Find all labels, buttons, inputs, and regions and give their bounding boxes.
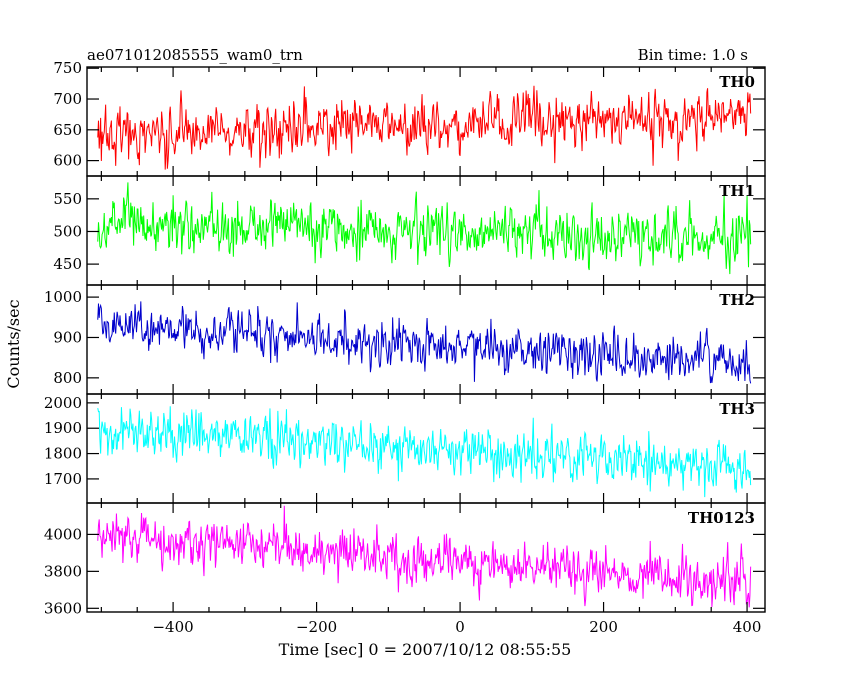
panel-label-th1: TH1	[719, 182, 755, 200]
y-tick-label-th0: 650	[53, 121, 82, 139]
y-tick-label-th0123: 3800	[44, 562, 82, 580]
series-line-th1	[97, 182, 752, 275]
y-tick-label-th3: 1800	[44, 445, 82, 463]
y-tick-label-th0: 750	[53, 59, 82, 77]
y-tick-label-th3: 2000	[44, 394, 82, 412]
x-tick-label: 0	[455, 618, 465, 636]
y-tick-label-th3: 1700	[44, 470, 82, 488]
panel-frame-th3	[86, 393, 766, 504]
y-tick-label-th2: 900	[53, 328, 82, 346]
x-tick-label: 400	[733, 618, 762, 636]
panel-label-th0123: TH0123	[688, 509, 755, 527]
panel-frame-th0123	[86, 502, 766, 613]
y-tick-label-th0: 700	[53, 90, 82, 108]
series-line-th3	[97, 406, 752, 498]
x-tick-label: −400	[152, 618, 193, 636]
y-tick-label-th0123: 3600	[44, 599, 82, 617]
y-axis-label: Counts/sec	[4, 299, 23, 388]
series-line-th0	[97, 85, 752, 170]
series-line-th0123	[97, 505, 752, 608]
y-tick-label-th1: 500	[53, 222, 82, 240]
y-tick-label-th2: 800	[53, 369, 82, 387]
panel-label-th2: TH2	[719, 291, 755, 309]
x-axis-label: Time [sec] 0 = 2007/10/12 08:55:55	[279, 640, 572, 659]
y-tick-label-th1: 450	[53, 255, 82, 273]
panel-label-th3: TH3	[719, 400, 755, 418]
panel-label-th0: TH0	[719, 73, 755, 91]
y-tick-label-th0: 600	[53, 152, 82, 170]
x-tick-label: −200	[296, 618, 337, 636]
labels-layer: ae071012085555_wam0_trn Bin time: 1.0 s …	[4, 46, 761, 659]
series-line-th2	[97, 301, 752, 384]
traces-layer	[97, 85, 752, 608]
x-tick-label: 200	[589, 618, 618, 636]
y-tick-label-th1: 550	[53, 190, 82, 208]
chart-title-right: Bin time: 1.0 s	[638, 46, 748, 64]
y-tick-label-th0123: 4000	[44, 525, 82, 543]
chart-title-left: ae071012085555_wam0_trn	[87, 46, 303, 64]
y-tick-label-th3: 1900	[44, 419, 82, 437]
y-tick-label-th2: 1000	[44, 288, 82, 306]
frames-layer	[86, 66, 766, 613]
